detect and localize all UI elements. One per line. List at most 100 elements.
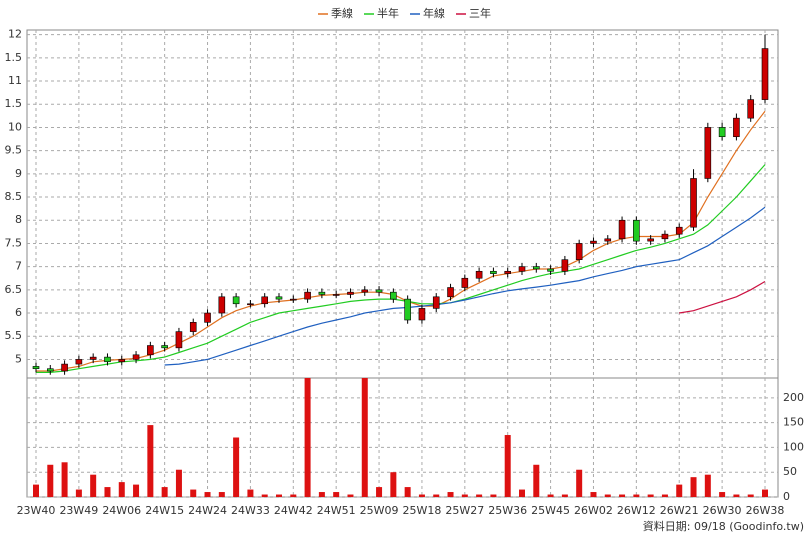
volume-bar (104, 487, 111, 497)
candle-body (561, 259, 569, 272)
x-tick-label: 25W27 (445, 504, 484, 517)
volume-bar (418, 494, 425, 497)
footer: 資料日期: 09/18 (Goodinfo.tw) (643, 519, 804, 533)
x-tick-label: 24W15 (145, 504, 184, 517)
x-tick-label: 26W12 (617, 504, 656, 517)
x-tick-label: 24W51 (317, 504, 356, 517)
candle-body (132, 354, 140, 360)
x-tick-label: 23W49 (59, 504, 98, 517)
candle-body (175, 331, 183, 349)
y2-tick-label: 150 (783, 416, 804, 429)
candle-body (147, 345, 154, 356)
candle-body (375, 289, 383, 293)
y-tick-label: 7.5 (5, 236, 23, 249)
volume-bar (561, 494, 568, 497)
volume-bar (218, 492, 225, 497)
volume-bar (390, 472, 397, 497)
volume-bar (519, 489, 525, 497)
volume-bar (47, 464, 54, 497)
y-tick-label: 5.5 (5, 329, 23, 342)
candle-body (718, 127, 726, 138)
volume-bar (704, 474, 711, 497)
candle-body (61, 363, 68, 372)
candle-body (675, 226, 683, 235)
y-tick-label: 9.5 (5, 144, 23, 157)
volume-bar (762, 489, 768, 497)
volume-bar (719, 492, 726, 497)
x-tick-label: 26W02 (574, 504, 613, 517)
candle-body (118, 359, 126, 363)
candle-body (218, 296, 226, 314)
y-tick-label: 1.5 (5, 51, 23, 64)
volume-bar (404, 487, 411, 497)
candle-body (189, 322, 197, 332)
volume-bar (447, 492, 454, 497)
candle-body (75, 359, 83, 365)
candle-body (347, 291, 354, 295)
candle-body (633, 219, 640, 242)
x-tick-label: 24W42 (274, 504, 313, 517)
volume-bar (90, 474, 97, 497)
legend-label: 半年 (377, 6, 399, 20)
y-tick-label: 8 (15, 213, 22, 226)
candle-body (418, 308, 426, 321)
volume-bar (690, 477, 697, 497)
x-tick-label: 25W45 (531, 504, 570, 517)
candle-body (461, 277, 469, 288)
candle-body (661, 233, 669, 240)
volume-bar (590, 492, 597, 497)
candle-body (704, 127, 712, 179)
volume-bar (633, 494, 640, 497)
candle-body (318, 291, 326, 295)
candle-body (232, 296, 240, 305)
x-tick-label: 26W21 (660, 504, 699, 517)
candle-body (647, 238, 654, 242)
volume-bar (376, 487, 383, 497)
y-tick-label: 6.5 (5, 283, 23, 296)
volume-bar (118, 482, 125, 497)
volume-bar (161, 487, 168, 497)
candle-body (161, 345, 168, 349)
candle-body (575, 243, 583, 260)
volume-bar (461, 494, 468, 497)
legend-label: 三年 (469, 6, 491, 20)
volume-bar (361, 378, 368, 497)
y-tick-label: 7 (15, 260, 22, 273)
y-tick-label: 10 (8, 120, 22, 133)
candle-body (518, 266, 526, 272)
candle-body (289, 298, 297, 301)
volume-bar (75, 489, 82, 497)
candle-body (332, 294, 340, 296)
candle-body (604, 238, 612, 242)
y2-tick-label: 200 (783, 391, 804, 404)
y-tick-label: 11 (8, 74, 22, 87)
ma-line (164, 206, 766, 366)
price-panel (26, 29, 779, 379)
candle-body (747, 99, 755, 119)
candle-body (204, 312, 211, 323)
volume-bar (147, 425, 154, 497)
y2-tick-label: 100 (783, 440, 804, 453)
y-tick-label: 5 (15, 352, 22, 365)
y-tick-label: 9 (15, 167, 22, 180)
candle-body (104, 356, 111, 363)
volume-bar (647, 494, 654, 497)
y2-tick-label: 50 (783, 465, 797, 478)
candle-body (761, 48, 769, 100)
volume-bar (61, 462, 68, 497)
candle-body (733, 117, 740, 138)
candle-body (432, 296, 440, 309)
volume-bar (490, 494, 497, 497)
y-tick-label: 6 (15, 306, 22, 319)
volume-bar (204, 492, 211, 497)
volume-bar (318, 492, 325, 497)
candle-body (89, 356, 97, 360)
volume-bar (619, 494, 626, 497)
volume-bar (433, 494, 440, 497)
volume-bar (576, 469, 583, 497)
x-tick-label: 24W06 (102, 504, 141, 517)
volume-bar (175, 469, 182, 497)
y2-tick-label: 0 (783, 490, 790, 503)
volume-bar (33, 484, 39, 497)
